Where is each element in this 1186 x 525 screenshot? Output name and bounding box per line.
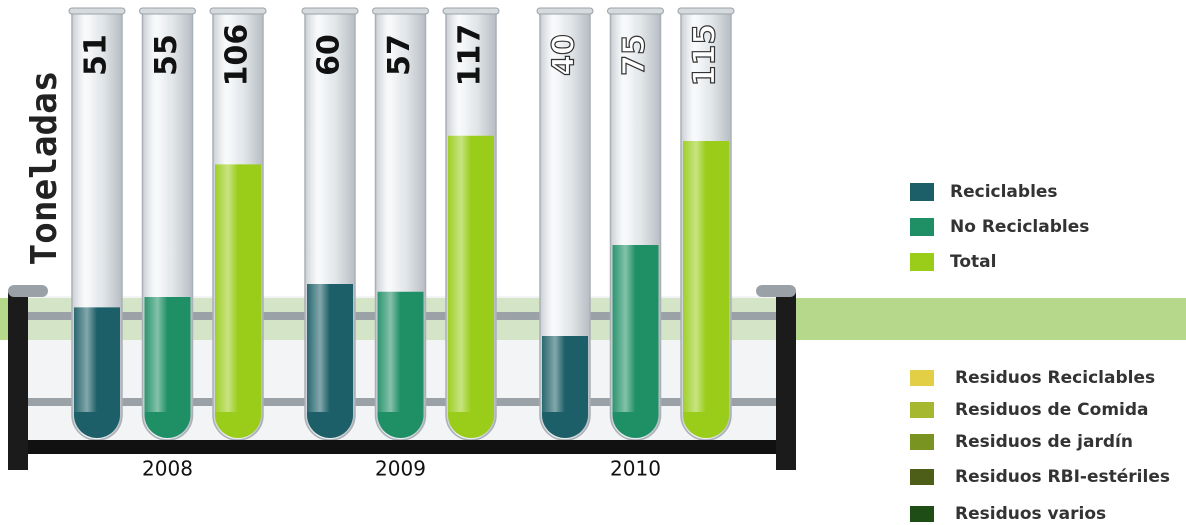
value-label: 51 bbox=[79, 34, 114, 76]
value-label: 106 bbox=[220, 24, 255, 87]
tube-shine bbox=[610, 12, 661, 412]
tube-rim bbox=[139, 7, 196, 15]
tube-rim bbox=[372, 7, 429, 15]
tube-rim bbox=[209, 7, 267, 15]
tube-shine bbox=[446, 12, 496, 412]
value-label: 40 bbox=[547, 34, 582, 76]
legend-swatch bbox=[910, 402, 934, 418]
tube-shine bbox=[305, 12, 355, 412]
value-label: 117 bbox=[453, 24, 488, 87]
tube-rim bbox=[677, 7, 735, 15]
tube-shine bbox=[540, 12, 590, 412]
legend-label: Total bbox=[950, 252, 996, 272]
legend-swatch bbox=[910, 506, 934, 522]
legend-label: Residuos varios bbox=[955, 504, 1106, 524]
legend-swatch bbox=[910, 370, 934, 386]
value-label: 60 bbox=[312, 34, 347, 76]
x-tick-label: 2010 bbox=[610, 457, 661, 481]
y-axis-title: Toneladas bbox=[24, 70, 65, 265]
tube-shine bbox=[72, 12, 122, 412]
tube-rim bbox=[68, 7, 126, 15]
legend-label: No Reciclables bbox=[950, 217, 1089, 237]
legend-label: Residuos RBI-estériles bbox=[955, 467, 1170, 487]
value-label: 115 bbox=[688, 24, 723, 87]
tube-rim bbox=[607, 7, 664, 15]
legend-swatch bbox=[910, 253, 934, 271]
legend-swatch bbox=[910, 183, 934, 201]
value-label: 75 bbox=[617, 34, 652, 76]
legend-swatch bbox=[910, 218, 934, 236]
legend-swatch bbox=[910, 434, 934, 450]
tube-rim bbox=[301, 7, 359, 15]
tube-rim bbox=[442, 7, 500, 15]
x-tick-label: 2009 bbox=[375, 457, 426, 481]
legend-swatch bbox=[910, 469, 934, 485]
legend-label: Residuos de Comida bbox=[955, 400, 1149, 420]
tube-shine bbox=[142, 12, 193, 412]
value-label: 57 bbox=[382, 34, 417, 76]
legend-label: Residuos Reciclables bbox=[955, 368, 1155, 388]
x-tick-label: 2008 bbox=[142, 457, 193, 481]
tube-shine bbox=[375, 12, 426, 412]
legend-label: Reciclables bbox=[950, 182, 1058, 202]
rack-front bbox=[8, 285, 796, 470]
tube-shine bbox=[213, 12, 263, 412]
tube-rim bbox=[536, 7, 594, 15]
value-label: 55 bbox=[149, 34, 184, 76]
tube-shine bbox=[681, 12, 731, 412]
legend-label: Residuos de jardín bbox=[955, 432, 1133, 452]
